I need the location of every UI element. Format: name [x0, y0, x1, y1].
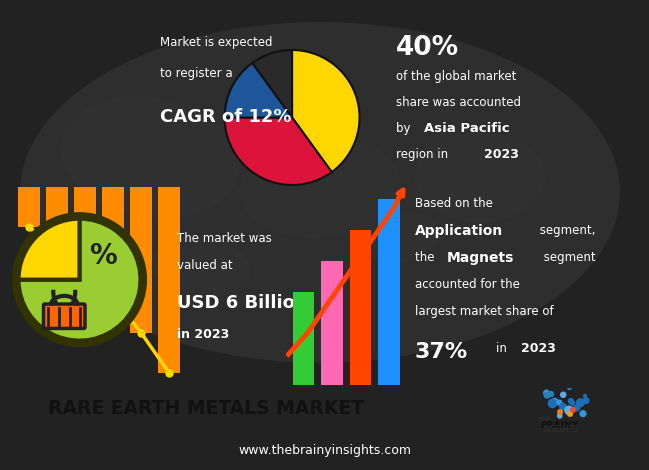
Ellipse shape	[225, 108, 359, 133]
Circle shape	[557, 409, 563, 415]
Text: region in: region in	[396, 148, 452, 161]
Text: %: %	[89, 243, 117, 270]
Text: largest market share of: largest market share of	[415, 305, 554, 318]
Wedge shape	[252, 50, 292, 118]
Ellipse shape	[360, 212, 439, 263]
Circle shape	[580, 410, 587, 417]
Text: Magnets: Magnets	[447, 251, 514, 265]
Text: 37%: 37%	[415, 342, 468, 362]
FancyBboxPatch shape	[43, 304, 85, 329]
Text: by: by	[396, 122, 415, 135]
Circle shape	[543, 390, 550, 396]
Text: Based on the: Based on the	[415, 197, 493, 211]
Text: THE: THE	[537, 417, 551, 423]
Text: RARE EARTH METALS MARKET: RARE EARTH METALS MARKET	[48, 400, 364, 418]
Circle shape	[560, 392, 567, 398]
Text: segment: segment	[541, 251, 596, 264]
Text: 2023: 2023	[520, 342, 556, 355]
Ellipse shape	[415, 132, 545, 222]
Text: Application: Application	[415, 224, 503, 238]
Circle shape	[570, 407, 576, 413]
Text: Asia Pacific: Asia Pacific	[424, 122, 509, 135]
Wedge shape	[292, 50, 360, 172]
Text: Market is expected: Market is expected	[160, 36, 272, 49]
Text: The market was: The market was	[177, 232, 271, 245]
Text: in: in	[496, 342, 511, 355]
Text: the: the	[415, 251, 438, 264]
Text: CAGR of 12%: CAGR of 12%	[160, 108, 291, 125]
Circle shape	[576, 398, 585, 407]
Text: segment,: segment,	[535, 224, 595, 237]
Text: in 2023: in 2023	[177, 329, 229, 341]
Text: accounted for the: accounted for the	[415, 278, 520, 291]
Wedge shape	[18, 219, 80, 280]
Bar	[158, 188, 180, 373]
Bar	[130, 188, 152, 333]
Text: 2023: 2023	[484, 148, 519, 161]
Wedge shape	[225, 118, 332, 185]
Bar	[46, 188, 68, 248]
Wedge shape	[225, 63, 292, 118]
Circle shape	[568, 398, 574, 404]
Text: BRAINY: BRAINY	[540, 421, 578, 430]
Text: share was accounted: share was accounted	[396, 96, 521, 109]
Circle shape	[583, 394, 587, 398]
Bar	[102, 188, 124, 298]
Text: of the global market: of the global market	[396, 70, 517, 83]
Circle shape	[570, 400, 575, 406]
Bar	[293, 292, 314, 385]
Circle shape	[564, 406, 574, 415]
Text: www.thebrainyinsights.com: www.thebrainyinsights.com	[238, 444, 411, 456]
Bar	[74, 188, 96, 267]
Circle shape	[567, 384, 572, 390]
Circle shape	[548, 391, 554, 397]
Text: valued at: valued at	[177, 258, 232, 272]
Text: INSIGHTS: INSIGHTS	[542, 424, 578, 433]
Ellipse shape	[240, 137, 400, 238]
Circle shape	[557, 413, 563, 419]
Text: to register a: to register a	[160, 67, 232, 79]
Circle shape	[583, 397, 589, 404]
Circle shape	[573, 404, 581, 412]
Circle shape	[556, 400, 563, 406]
Text: USD 6 Billion: USD 6 Billion	[177, 294, 307, 313]
Bar	[350, 230, 371, 385]
Bar	[18, 188, 40, 227]
Bar	[321, 261, 343, 385]
Circle shape	[548, 399, 557, 408]
Ellipse shape	[150, 237, 250, 298]
Circle shape	[543, 392, 550, 399]
Bar	[378, 199, 400, 385]
Ellipse shape	[20, 22, 620, 363]
Wedge shape	[18, 219, 140, 341]
Circle shape	[567, 411, 573, 417]
Ellipse shape	[61, 96, 239, 219]
Circle shape	[551, 398, 559, 406]
Circle shape	[559, 403, 567, 411]
Text: 40%: 40%	[396, 35, 459, 62]
